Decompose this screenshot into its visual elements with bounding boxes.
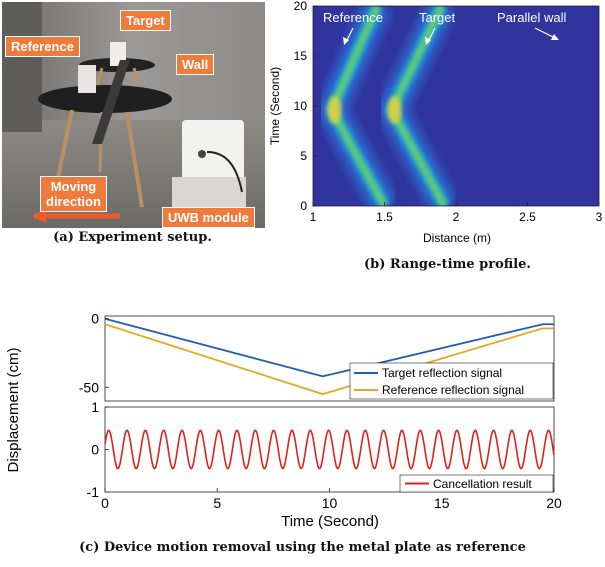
legend-bottom: Cancellation result	[399, 474, 554, 493]
bottom-xtick-label: 0	[101, 495, 109, 511]
caption-c: (c) Device motion removal using the meta…	[79, 540, 526, 555]
heatmap-xlabel: Distance (m)	[423, 231, 491, 245]
heatmap-ytick-label: 0	[300, 199, 307, 213]
heatmap-ylabel: Time (Second)	[268, 67, 282, 145]
annotation-arrow-wall	[534, 27, 556, 39]
heatmap-hotspot	[327, 96, 342, 124]
heatmap-xtick-label: 2.5	[519, 210, 536, 224]
photo-illustration	[2, 2, 265, 228]
heatmap-ytick-label: 15	[294, 49, 308, 63]
heatmap-xtick-label: 2	[453, 210, 460, 224]
bottom-xtick-label: 10	[322, 495, 338, 511]
top-ytick-label: 0	[91, 311, 99, 327]
legend-cancellation-label: Cancellation result	[433, 477, 532, 491]
heatmap-ytick-label: 10	[294, 99, 308, 113]
heatmap-xtick-label: 1.5	[376, 210, 393, 224]
heatmap-hotspot	[387, 96, 402, 124]
label-uwb-module: UWB module	[162, 207, 255, 228]
experiment-photo: Target Reference Wall Moving direction U…	[2, 2, 265, 228]
heatmap-xtick-label: 3	[596, 210, 603, 224]
label-target: Target	[120, 10, 171, 31]
range-time-chart: 1 1.5 2 2.5 3 0 5 10 15 20 Distance (m) Time (Sec…	[268, 0, 603, 245]
legend-top: Target reflection signal Reference refle…	[349, 362, 554, 400]
top-panel-frame	[104, 315, 555, 402]
bottom-xtick-label: 5	[213, 495, 221, 511]
reference-reflection-line	[104, 323, 554, 396]
annotation-target: Target	[419, 10, 456, 25]
bottom-xtick-label: 20	[546, 495, 562, 511]
bottom-ytick-label: -1	[87, 484, 100, 500]
displacement-ylabel: Displacement (cm)	[5, 347, 22, 472]
top-ytick-label: -50	[79, 379, 99, 395]
heatmap-ytick-label: 20	[294, 0, 308, 13]
bottom-ytick-label: 0	[91, 442, 99, 458]
legend-target-label: Target reflection signal	[382, 366, 502, 380]
caption-a: (a) Experiment setup.	[53, 230, 212, 245]
caption-b: (b) Range-time profile.	[364, 257, 531, 272]
displacement-chart: Displacement (cm) 0-50 10-10 5 10 15 20 Targ…	[5, 311, 562, 530]
time-xlabel: Time (Second)	[281, 513, 379, 530]
annotation-reference: Reference	[323, 10, 383, 25]
legend-reference-label: Reference reflection signal	[382, 383, 524, 397]
target-reflection-line	[104, 317, 554, 378]
heatmap-xtick-label: 1	[310, 210, 317, 224]
bottom-ytick-label: 1	[91, 399, 99, 415]
label-reference: Reference	[5, 36, 80, 57]
bottom-xtick-label: 15	[434, 495, 450, 511]
annotation-parallel-wall: Parallel wall	[497, 10, 566, 25]
heatmap-ytick-label: 5	[300, 149, 307, 163]
label-wall: Wall	[176, 54, 215, 75]
label-moving-direction: Moving direction	[40, 176, 107, 212]
cancellation-result-line	[104, 429, 555, 470]
